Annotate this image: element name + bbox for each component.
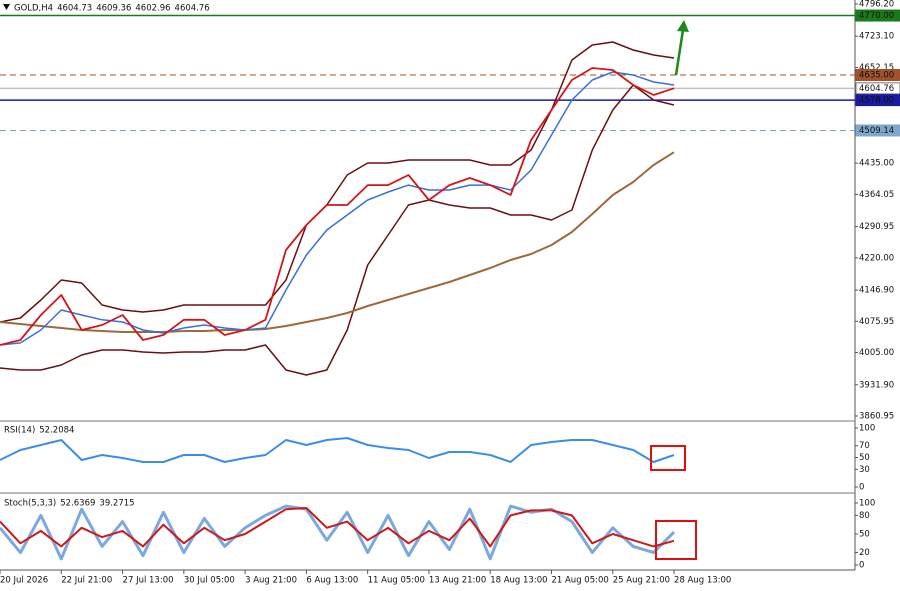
y-tick-label: 20 [859, 548, 870, 558]
level-label: 4578.00 [859, 96, 894, 106]
series-line [0, 41, 675, 323]
header-text: GOLD,H4 [14, 4, 53, 14]
y-tick-label: 4796.20 [859, 0, 894, 10]
menu-icon [3, 4, 10, 10]
y-tick-label: 100 [859, 424, 875, 434]
series-line [0, 67, 675, 346]
x-tick-label: 11 Aug 05:00 [368, 576, 425, 586]
header-text: 4604.76 [175, 4, 210, 14]
level-box [855, 124, 900, 137]
y-tick-label: 4005.00 [859, 348, 894, 358]
y-tick-label: 0 [859, 560, 864, 570]
x-tick-label: 6 Aug 13:00 [306, 576, 358, 586]
series-line [0, 437, 675, 463]
x-tick-label: 20 Jul 2026 [0, 576, 48, 586]
y-tick-label: 4435.00 [859, 159, 894, 169]
x-tick-label: 28 Aug 13:00 [674, 576, 731, 586]
y-tick-label: 4290.95 [859, 222, 894, 232]
x-tick-label: 3 Aug 21:00 [245, 576, 297, 586]
y-tick-label: 4220.00 [859, 253, 894, 263]
x-tick-label: 18 Aug 13:00 [490, 576, 547, 586]
highlight-box [655, 520, 697, 560]
level-label: 4604.76 [859, 84, 894, 94]
series-line [0, 84, 675, 376]
arrow [674, 29, 685, 76]
x-tick-label: 13 Aug 21:00 [429, 576, 486, 586]
header-text: 4602.96 [135, 4, 170, 14]
y-tick-label: 4652.15 [859, 63, 894, 73]
header-text: Stoch(5,3,3) [4, 499, 56, 509]
x-tick-label: 21 Aug 05:00 [551, 576, 608, 586]
level-box [855, 69, 900, 82]
y-tick-label: 80 [859, 511, 870, 521]
y-tick-label: 3860.95 [859, 412, 894, 422]
y-tick-label: 30 [859, 465, 870, 475]
level-label: 4509.14 [859, 126, 894, 136]
header-text: 52.2084 [39, 426, 74, 436]
header-text: 52.6369 [60, 499, 95, 509]
series-line [0, 151, 675, 333]
x-tick-label: 25 Aug 21:00 [613, 576, 670, 586]
y-tick-label: 3931.90 [859, 380, 894, 390]
x-tick-label: 22 Jul 21:00 [61, 576, 112, 586]
y-tick-label: 50 [859, 529, 870, 539]
level-label: 4635.00 [859, 71, 894, 81]
highlight-box [650, 445, 686, 471]
y-tick-label: 100 [859, 498, 875, 508]
y-tick-label: 50 [859, 453, 870, 463]
y-tick-label: 4723.10 [859, 32, 894, 42]
y-tick-label: 70 [859, 441, 870, 451]
level-box [855, 9, 900, 22]
arrow-head [677, 20, 689, 32]
y-tick-label: 4075.95 [859, 317, 894, 327]
header-text: 39.2715 [99, 499, 134, 509]
header-text: RSI(14) [4, 426, 35, 436]
header-text: 4604.73 [57, 4, 92, 14]
level-box [855, 82, 900, 95]
level-box [855, 94, 900, 107]
x-tick-label: 30 Jul 05:00 [184, 576, 235, 586]
level-label: 4770.00 [859, 11, 894, 21]
y-tick-label: 4146.90 [859, 286, 894, 296]
header-text: 4609.36 [96, 4, 131, 14]
x-tick-label: 27 Jul 13:00 [123, 576, 174, 586]
y-tick-label: 0 [859, 482, 864, 492]
y-tick-label: 4364.05 [859, 190, 894, 200]
series-line [0, 507, 675, 548]
